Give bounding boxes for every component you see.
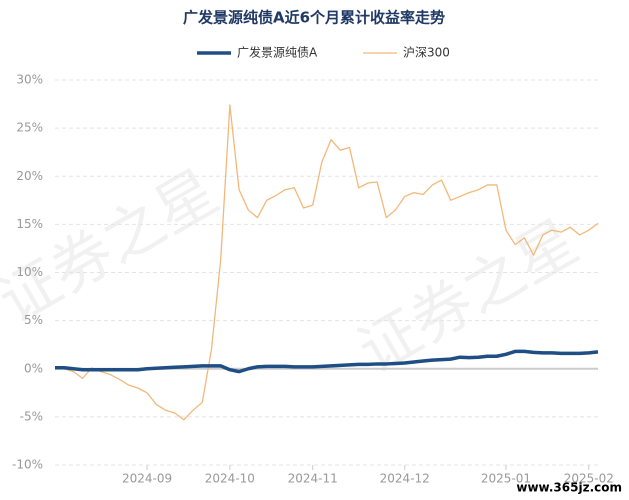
chart-title: 广发景源纯债A近6个月累计收益率走势 (183, 9, 445, 27)
y-tick-label: 5% (24, 313, 43, 327)
x-tick-label: 2024-12 (380, 472, 430, 486)
x-tick-label: 2024-11 (288, 472, 338, 486)
footer: www.365jz.com (516, 481, 622, 495)
y-tick-label: 0% (24, 361, 43, 375)
watermark: 证券之星 (0, 157, 230, 338)
y-tick-label: 20% (16, 169, 43, 183)
x-tick-label: 2024-09 (122, 472, 172, 486)
y-tick-label: 30% (16, 73, 43, 87)
x-tick-label: 2024-10 (205, 472, 255, 486)
watermark: 证券之星 (347, 207, 590, 388)
y-tick-label: 15% (16, 217, 43, 231)
series-line (55, 349, 599, 374)
legend-label: 广发景源纯债A (237, 45, 318, 60)
x-tick-label: 2025-02 (564, 472, 614, 486)
x-tick-label: 2025-01 (481, 472, 531, 486)
y-tick-label: 10% (16, 265, 43, 279)
y-tick-label: 25% (16, 121, 43, 135)
y-tick-label: -5% (20, 409, 43, 423)
series-line (55, 104, 599, 421)
legend-label: 沪深300 (403, 46, 450, 60)
y-tick-label: -10% (12, 458, 43, 472)
